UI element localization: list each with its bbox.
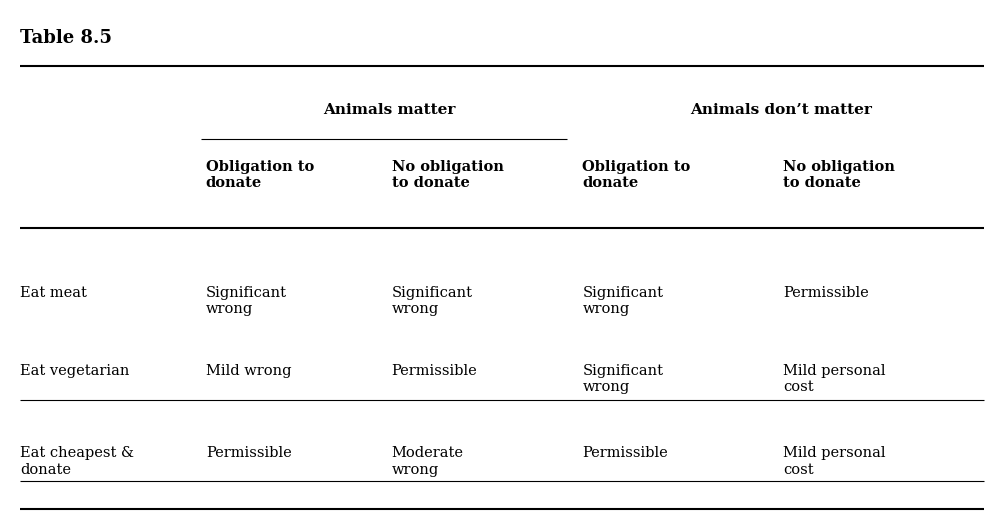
Text: Animals matter: Animals matter — [323, 103, 454, 117]
Text: Obligation to
donate: Obligation to donate — [206, 160, 314, 190]
Text: Permissible: Permissible — [391, 364, 476, 378]
Text: No obligation
to donate: No obligation to donate — [782, 160, 894, 190]
Text: Significant
wrong: Significant wrong — [391, 286, 472, 316]
Text: Significant
wrong: Significant wrong — [582, 364, 663, 395]
Text: Eat cheapest &
donate: Eat cheapest & donate — [20, 446, 134, 477]
Text: Mild personal
cost: Mild personal cost — [782, 364, 885, 395]
Text: Mild personal
cost: Mild personal cost — [782, 446, 885, 477]
Text: Moderate
wrong: Moderate wrong — [391, 446, 463, 477]
Text: Eat meat: Eat meat — [20, 286, 87, 300]
Text: Eat vegetarian: Eat vegetarian — [20, 364, 129, 378]
Text: Significant
wrong: Significant wrong — [582, 286, 663, 316]
Text: Mild wrong: Mild wrong — [206, 364, 291, 378]
Text: Animals don’t matter: Animals don’t matter — [689, 103, 871, 117]
Text: Permissible: Permissible — [582, 446, 667, 461]
Text: Obligation to
donate: Obligation to donate — [582, 160, 690, 190]
Text: Table 8.5: Table 8.5 — [20, 29, 112, 47]
Text: Significant
wrong: Significant wrong — [206, 286, 287, 316]
Text: Permissible: Permissible — [782, 286, 868, 300]
Text: No obligation
to donate: No obligation to donate — [391, 160, 503, 190]
Text: Permissible: Permissible — [206, 446, 291, 461]
